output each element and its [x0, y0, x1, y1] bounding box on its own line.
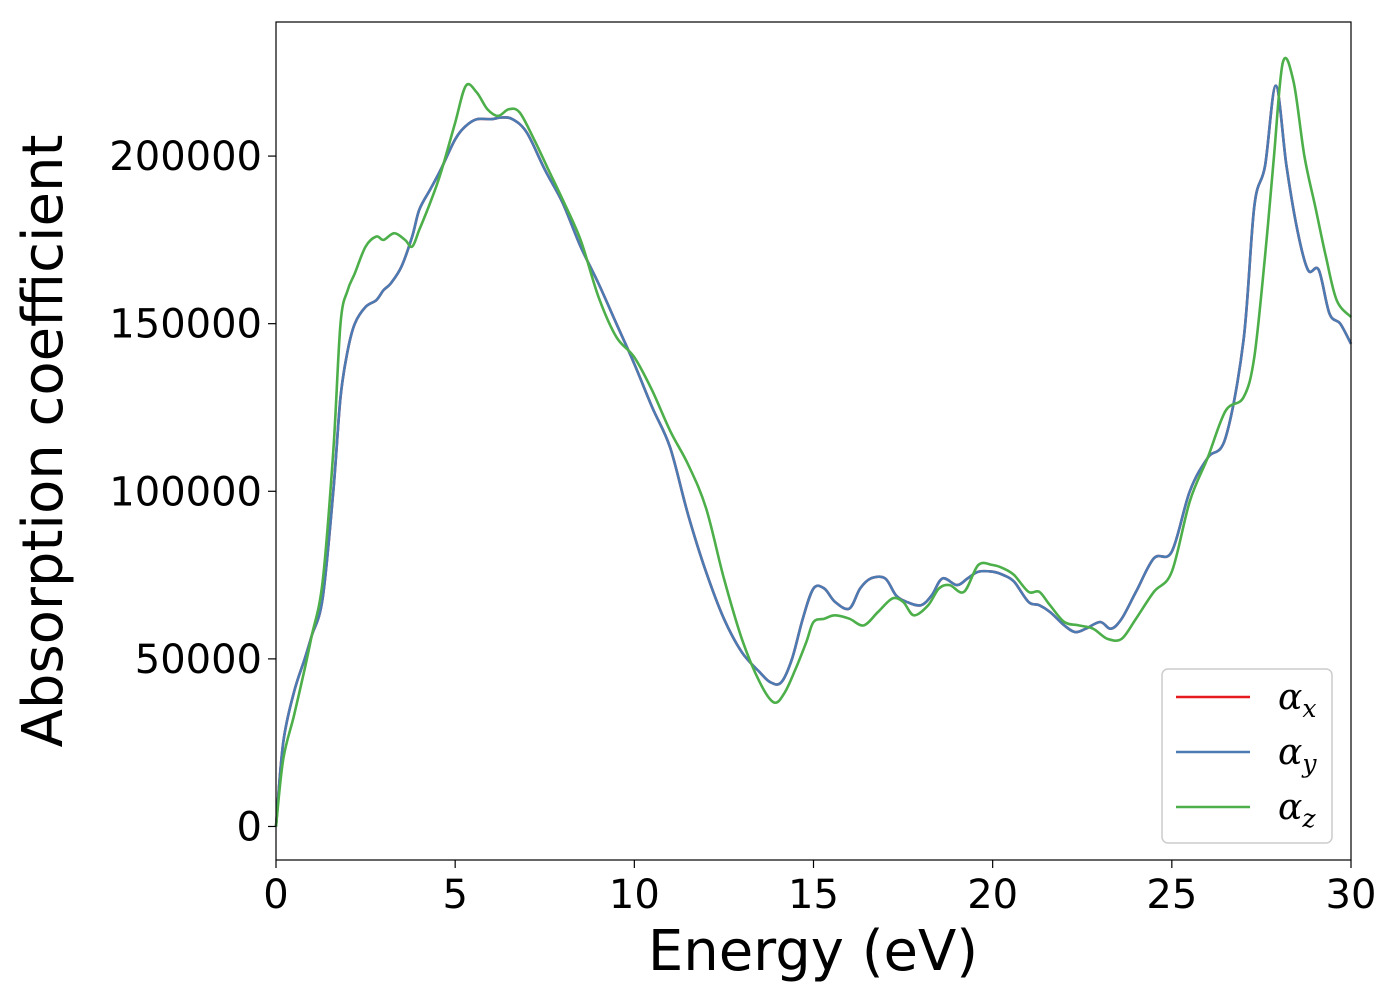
y-axis: 0 50000 100000 150000 200000 [109, 134, 276, 850]
series-line-y [274, 84, 1353, 827]
series-line-z [274, 56, 1352, 827]
legend-label-y: αy [1278, 732, 1317, 778]
y-tick-label: 150000 [109, 302, 262, 348]
y-axis-title: Absorption coefficient [11, 135, 76, 748]
y-tick-label: 50000 [135, 637, 262, 683]
x-tick-label: 30 [1326, 872, 1377, 918]
legend-frame [1161, 668, 1333, 844]
y-tick-label: 200000 [109, 134, 262, 180]
legend-label-x: αx [1278, 677, 1316, 723]
x-tick-label: 20 [967, 872, 1018, 918]
y-tick-label: 0 [237, 804, 262, 850]
x-tick-label: 10 [609, 872, 660, 918]
x-tick-label: 5 [442, 872, 467, 918]
y-tick-label: 100000 [109, 469, 262, 515]
plot-lines [274, 56, 1353, 827]
x-axis: 0 5 10 15 20 25 30 [263, 860, 1376, 918]
x-tick-label: 15 [788, 872, 839, 918]
x-tick-label: 0 [263, 872, 288, 918]
x-tick-label: 25 [1146, 872, 1197, 918]
legend: αx αy αz [1161, 668, 1333, 844]
legend-label-z: αz [1278, 787, 1316, 833]
x-axis-title: Energy (eV) [648, 919, 978, 984]
